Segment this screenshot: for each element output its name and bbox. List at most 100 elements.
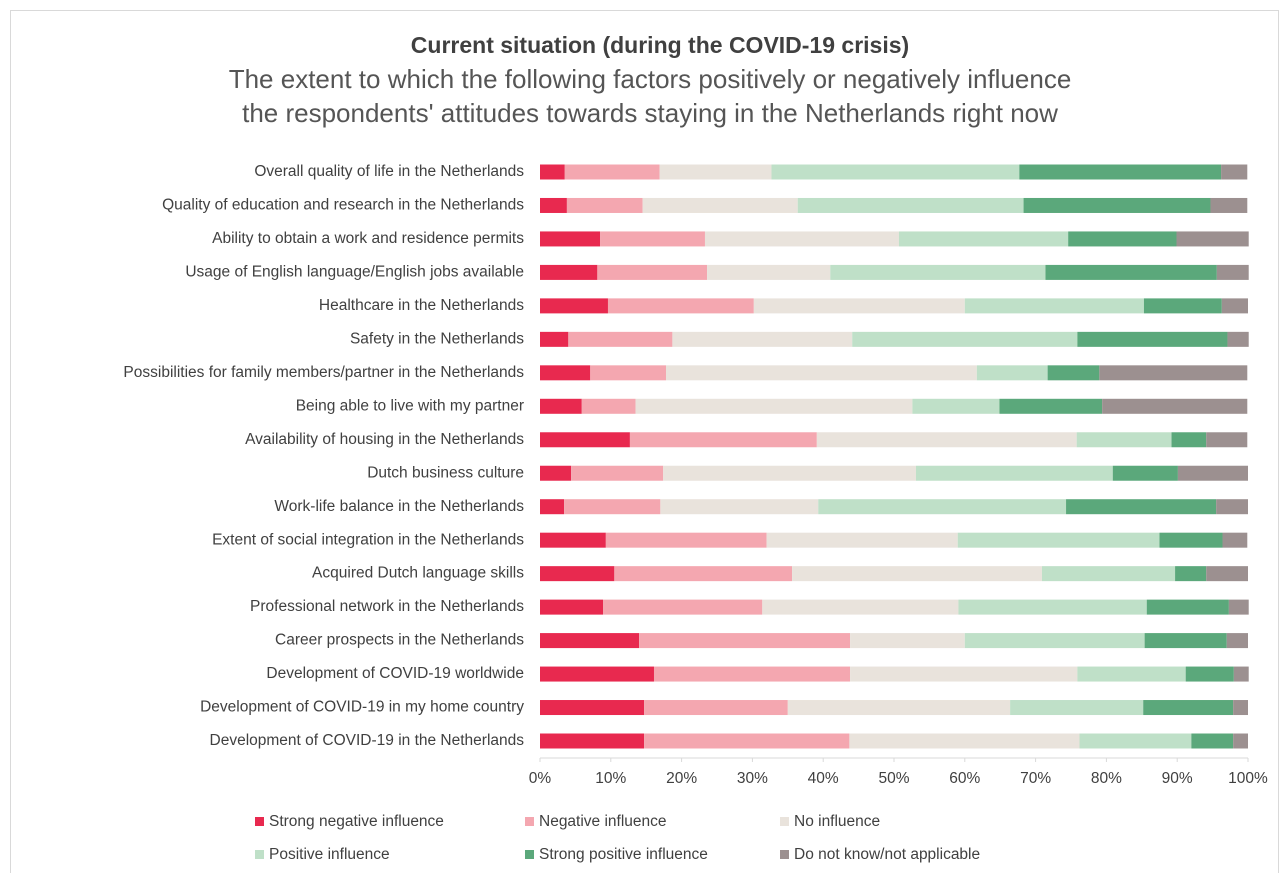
y-tick-label: Extent of social integration in the Neth… [212,531,524,548]
bar-segment [792,566,1042,582]
y-tick-label: Development of COVID-19 worldwide [266,665,524,682]
bar-segment [1191,733,1234,749]
bar-segment [771,164,1020,180]
x-tick-label: 20% [666,770,697,787]
bar-segment [850,666,1078,682]
bar-segment [1047,365,1100,381]
bar-segment [603,599,763,615]
bar-segment [852,331,1078,347]
y-tick-label: Possibilities for family members/partner… [123,364,524,381]
bar-segment [830,264,1046,280]
y-tick-label: Safety in the Netherlands [350,330,524,347]
bar-segment [540,398,582,414]
bar-segment [1233,666,1249,682]
bar-segment [1019,164,1222,180]
bar-segment [1228,599,1249,615]
bar-segment [1146,599,1229,615]
legend-swatch [780,850,789,859]
y-tick-label: Overall quality of life in the Netherlan… [254,163,524,180]
bar-segment [663,465,916,481]
legend-swatch [780,817,789,826]
bar-segment [566,197,643,213]
bar-segment [1143,298,1222,314]
bar-segment [1227,331,1249,347]
y-tick-label: Availability of housing in the Netherlan… [245,431,524,448]
y-tick-label: Usage of English language/English jobs a… [185,264,524,281]
bar-segment [1206,566,1248,582]
bar-segment [1112,465,1178,481]
bar-segment [1175,566,1207,582]
bar-segment [915,465,1113,481]
bar-segment [540,197,567,213]
bar-segment [540,633,640,649]
y-tick-label: Acquired Dutch language skills [312,565,524,582]
x-tick-label: 0% [529,770,552,787]
bar-segment [1079,733,1192,749]
bar-segment [564,499,661,515]
bar-segment [540,599,604,615]
bar-segment [816,432,1077,448]
bar-segment [1177,465,1248,481]
bar-segment [540,532,606,548]
legend-label: Positive influence [269,846,390,863]
bar-segment [607,298,754,314]
y-tick-label: Healthcare in the Netherlands [319,297,524,314]
bar-segment [1206,432,1248,448]
bar-segment [605,532,767,548]
bar-segment [568,331,673,347]
bar-segment [1233,733,1248,749]
x-tick-label: 80% [1091,770,1122,787]
bar-segment [1023,197,1211,213]
bar-segment [818,499,1067,515]
bar-segment [976,365,1048,381]
bar-segment [704,231,899,247]
bar-segment [672,331,853,347]
bar-segment [614,566,793,582]
bar-segment [571,465,664,481]
bar-segment [1066,499,1217,515]
bar-segment [629,432,817,448]
bar-segment [635,398,913,414]
y-tick-label: Professional network in the Netherlands [250,598,524,615]
bar-segment [540,164,565,180]
legend-swatch [255,817,264,826]
bar-segment [762,599,959,615]
bar-segment [1076,432,1172,448]
bar-segment [653,666,851,682]
bar-segment [1102,398,1248,414]
bar-segment [849,733,1080,749]
bar-segment [540,566,615,582]
bar-segment [957,532,1160,548]
bar-segment [600,231,705,247]
legend-swatch [525,817,534,826]
bar-segment [1222,532,1248,548]
bar-segment [659,164,772,180]
bar-segment [1171,432,1207,448]
chart-subtitle: the respondents' attitudes towards stayi… [242,98,1058,128]
bar-segment [898,231,1069,247]
x-tick-label: 60% [949,770,980,787]
bar-segment [1010,700,1144,716]
x-tick-label: 70% [1020,770,1051,787]
y-tick-label: Work-life balance in the Netherlands [274,498,524,515]
bar-segment [540,365,591,381]
bar-segment [540,264,598,280]
bar-segment [1045,264,1217,280]
bar-segment [581,398,636,414]
chart-subtitle: The extent to which the following factor… [229,64,1072,94]
bar-segment [1216,264,1249,280]
bar-segment [540,331,569,347]
bar-segment [597,264,708,280]
bar-segment [1143,700,1234,716]
bar-segment [642,197,798,213]
bar-segment [540,733,645,749]
legend-label: No influence [794,813,880,830]
bar-segment [912,398,1000,414]
bar-segment [540,666,654,682]
bar-segment [540,499,565,515]
bar-segment [540,700,645,716]
y-tick-label: Development of COVID-19 in my home count… [200,699,524,716]
bar-segment [958,599,1147,615]
y-tick-label: Being able to live with my partner [296,397,524,414]
